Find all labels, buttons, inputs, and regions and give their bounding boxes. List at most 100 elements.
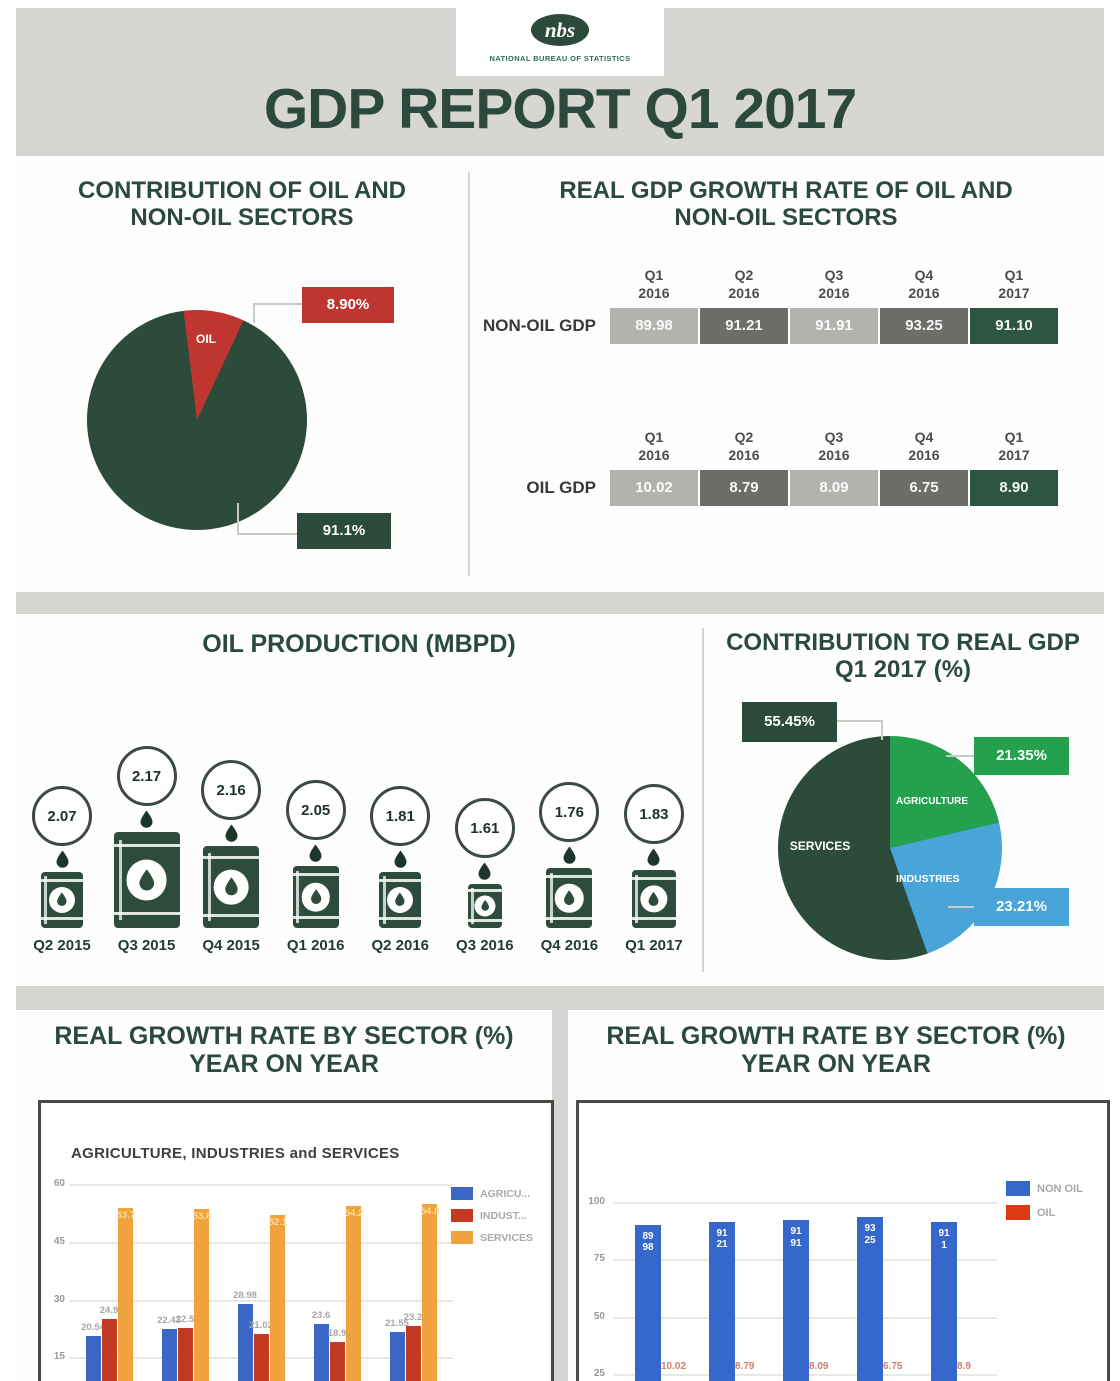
nbs-logo-icon: nbs: [531, 14, 589, 46]
svg-text:nbs: nbs: [545, 18, 575, 42]
table-quarter-header: Q3 2016: [818, 429, 850, 464]
y-axis-tick-label: 25: [593, 1368, 605, 1380]
production-quarter-label: Q1 2016: [286, 937, 345, 954]
oil-droplet-icon: [649, 891, 659, 906]
legend-label: INDUST...: [480, 1209, 527, 1222]
oil-droplet-icon: [309, 844, 322, 862]
oil-barrel-icon: [631, 870, 676, 928]
bar-value-label: 52.1: [268, 1216, 288, 1228]
barrel-slit: [118, 839, 122, 921]
nonoil-gdp-table: NON-OIL GDP Q1 2016 Q2 2016 Q3 2016 Q4 2016 Q1 201…: [478, 266, 1058, 345]
production-quarter-label: Q4 2016: [540, 937, 599, 954]
pie1-oil-connector-v: [253, 303, 255, 323]
bar-value-label: 24.9: [99, 1305, 119, 1317]
services-bar: [270, 1214, 285, 1381]
production-quarter-label: Q4 2015: [202, 937, 260, 954]
oil-droplet-icon: [139, 868, 154, 891]
production-quarter-label: Q2 2015: [33, 937, 91, 954]
oil-production-item: 1.61 Q3 2016: [445, 694, 525, 954]
droplet-wrap: [477, 862, 492, 881]
table-quarter-header: Q3 2016: [818, 267, 850, 302]
agricu-bar: [390, 1332, 405, 1381]
barrel-cap: [640, 885, 668, 913]
legend-swatch: [451, 1209, 473, 1222]
legend-item: OIL: [1006, 1205, 1083, 1220]
bar-value-label: 18.9: [327, 1328, 347, 1340]
production-quarter-label: Q3 2015: [117, 937, 176, 954]
oil-barrel-icon: [546, 868, 593, 928]
oil-droplet-icon: [481, 900, 489, 912]
pie2-services-connector-h: [837, 720, 883, 722]
droplet-wrap: [308, 844, 323, 863]
nonoil-bar: [931, 1222, 957, 1381]
bar-value-label: 28.98: [233, 1289, 257, 1301]
gridline: [69, 1184, 453, 1187]
gdp-contribution-title: CONTRIBUTION TO REAL GDP Q1 2017 (%): [726, 629, 1080, 683]
agricu-bar: [238, 1303, 253, 1381]
table-value-cell: 93.25: [880, 308, 968, 345]
pie2-industries-slice-label: INDUSTRIES: [896, 873, 960, 885]
pie1-oil-slice-label: OIL: [196, 332, 216, 346]
y-axis-tick-label: 60: [53, 1178, 65, 1190]
sector-growth-left-title: REAL GROWTH RATE BY SECTOR (%) YEAR ON Y…: [54, 1022, 514, 1078]
droplet-wrap: [393, 850, 408, 869]
barrel-cap: [213, 869, 249, 905]
droplet-wrap: [139, 810, 154, 829]
bar-value-label: 23.6: [311, 1310, 331, 1322]
pie2-agriculture-value-badge: 21.35%: [974, 737, 1069, 775]
bar-value-label: 91 21: [716, 1227, 728, 1251]
production-value-circle: 2.05: [285, 780, 346, 840]
row1-divider: [468, 172, 470, 576]
table-value-cell: 89.98: [610, 308, 698, 345]
table-value-cell: 91.91: [790, 308, 878, 345]
bar-value-label: 23.2: [403, 1311, 423, 1323]
pie2-services-slice-label: SERVICES: [789, 839, 851, 853]
oil-value-label: 8.09: [809, 1361, 829, 1372]
y-axis-tick-label: 45: [53, 1235, 65, 1247]
table-value-cell: 91.21: [700, 308, 788, 345]
legend-label: AGRICU...: [480, 1187, 531, 1200]
pie2-services-value-badge: 55.45%: [742, 702, 837, 742]
oil-droplet-icon: [563, 846, 576, 864]
oil-production-title: OIL PRODUCTION (MBPD): [202, 630, 516, 658]
production-value-circle: 1.83: [623, 784, 684, 844]
oil-production-item: 2.05 Q1 2016: [276, 694, 356, 954]
oil-droplet-icon: [564, 890, 575, 906]
legend-item: AGRICU...: [451, 1187, 533, 1200]
pie1-oil-value-badge: 8.90%: [302, 287, 394, 323]
oil-value-label: 8.79: [735, 1361, 755, 1372]
oil-value-label: 8.9: [957, 1361, 971, 1372]
sector-growth-chart-subtitle: AGRICULTURE, INDUSTRIES and SERVICES: [71, 1145, 400, 1162]
indust-bar: [178, 1328, 193, 1381]
oil-droplet-icon: [56, 850, 68, 868]
production-quarter-label: Q1 2017: [625, 937, 683, 954]
logo-subtitle: NATIONAL BUREAU OF STATISTICS: [489, 54, 631, 63]
oil-production-chart: 2.07 Q2 2015 2.17 Q3 2015 2.16 Q4 2015 2.05 Q1 …: [22, 694, 694, 954]
barrel-slit: [296, 870, 300, 924]
services-bar: [194, 1208, 209, 1381]
production-value-circle: 1.76: [539, 782, 600, 842]
bar-value-label: 93 25: [864, 1223, 876, 1246]
bar-value-label: 53.6: [192, 1210, 212, 1222]
indust-bar: [102, 1319, 117, 1381]
barrel-cap: [301, 882, 330, 912]
pie1-nonoil-connector-v: [237, 503, 239, 535]
gridline: [613, 1201, 997, 1204]
production-value-circle: 2.17: [116, 746, 177, 806]
barrel-cap: [474, 895, 496, 917]
table-quarter-header: Q4 2016: [908, 429, 940, 464]
pie2-services-connector-v: [881, 720, 883, 740]
nonoil-bar: [709, 1221, 735, 1381]
barrel-cap: [555, 883, 584, 913]
sector-growth-right-title: REAL GROWTH RATE BY SECTOR (%) YEAR ON Y…: [606, 1022, 1066, 1078]
chart-legend: NON OIL OIL: [1006, 1181, 1083, 1229]
oil-droplet-icon: [394, 850, 407, 868]
barrel-cap: [387, 886, 414, 914]
oil-droplet-icon: [225, 824, 238, 842]
table-value-cell: 8.90: [970, 470, 1058, 507]
production-quarter-label: Q2 2016: [371, 937, 430, 954]
oil-droplet-icon: [57, 892, 67, 907]
table-quarter-header: Q1 2016: [638, 267, 670, 302]
pie2-industries-value-badge: 23.21%: [974, 888, 1069, 926]
oil-production-item: 1.81 Q2 2016: [360, 694, 440, 954]
